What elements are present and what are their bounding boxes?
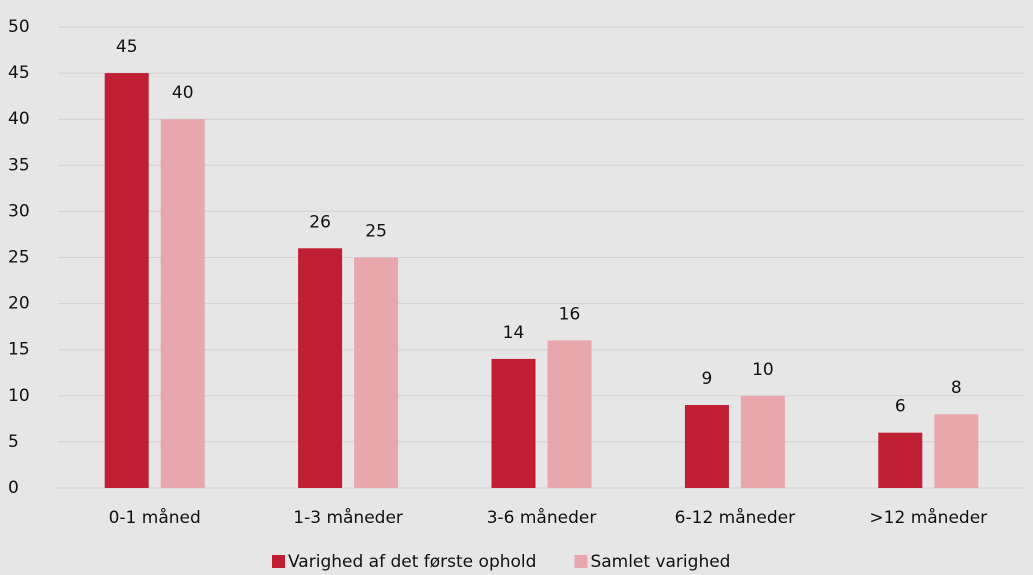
bar [547, 340, 592, 488]
legend-label: Varighed af det første ophold [288, 552, 536, 572]
value-label: 14 [503, 323, 525, 343]
y-tick-label: 10 [8, 386, 30, 406]
value-label: 9 [701, 369, 712, 389]
x-tick-label: 0-1 måned [109, 507, 201, 528]
y-tick-label: 35 [8, 155, 30, 175]
bar [491, 358, 536, 488]
y-tick-label: 15 [8, 340, 30, 360]
y-tick-label: 40 [8, 109, 30, 129]
legend-swatch [574, 555, 588, 568]
y-tick-label: 0 [8, 478, 19, 498]
y-tick-label: 50 [8, 17, 30, 37]
y-tick-label: 25 [8, 248, 30, 268]
bar [934, 414, 979, 488]
x-tick-label: >12 måneder [869, 507, 987, 528]
x-tick-label: 6-12 måneder [675, 507, 795, 528]
y-tick-label: 5 [8, 432, 19, 452]
y-tick-label: 30 [8, 201, 30, 221]
legend-swatch [272, 555, 285, 568]
value-label: 45 [116, 37, 138, 57]
value-label: 6 [895, 397, 906, 417]
y-tick-label: 45 [8, 63, 30, 83]
bar [684, 405, 729, 488]
bar [298, 248, 343, 488]
bar [160, 119, 205, 488]
y-tick-label: 20 [8, 294, 30, 314]
x-tick-label: 1-3 måneder [293, 507, 403, 528]
bar [104, 73, 149, 488]
value-label: 16 [559, 304, 581, 324]
legend-label: Samlet varighed [590, 552, 730, 572]
value-label: 26 [309, 212, 331, 232]
value-label: 25 [365, 222, 387, 242]
value-label: 8 [951, 378, 962, 398]
x-tick-label: 3-6 måneder [487, 507, 597, 528]
value-label: 10 [752, 360, 774, 380]
value-label: 40 [172, 83, 194, 103]
bar [354, 257, 399, 488]
bar [740, 395, 785, 488]
bar [878, 432, 923, 488]
